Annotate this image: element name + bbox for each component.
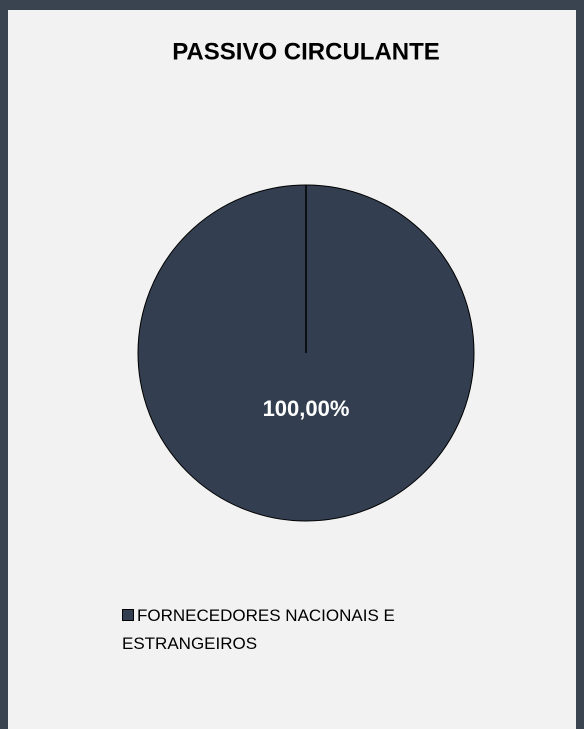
legend-item: FORNECEDORES NACIONAIS E ESTRANGEIROS (122, 602, 522, 658)
chart-title: PASSIVO CIRCULANTE (172, 38, 440, 65)
legend: FORNECEDORES NACIONAIS E ESTRANGEIROS (122, 602, 522, 658)
data-label: 100,00% (263, 396, 350, 421)
legend-label: FORNECEDORES NACIONAIS E ESTRANGEIROS (122, 606, 395, 653)
legend-key (122, 609, 134, 621)
chart: PASSIVO CIRCULANTE 100,00% (137, 38, 475, 522)
